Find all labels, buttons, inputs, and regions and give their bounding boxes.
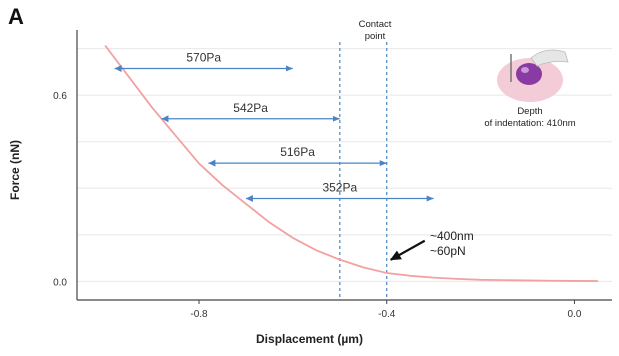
stiffness-arrow-label: 516Pa xyxy=(280,145,315,159)
contact-point-label-line2: point xyxy=(364,31,386,42)
contact-point-lines xyxy=(339,42,388,300)
annotation-label: ~400nm ~60pN xyxy=(430,229,474,259)
cell-nucleus xyxy=(516,63,542,85)
stiffness-arrow-label: 570Pa xyxy=(186,50,221,64)
stiffness-arrow-label: 352Pa xyxy=(322,181,357,195)
y-axis-label: Force (nN) xyxy=(8,140,22,200)
stiffness-arrow-tail xyxy=(161,115,169,123)
afm-probe-icon xyxy=(530,49,569,67)
depth-of-indentation-label: Depth of indentation: 410nm xyxy=(470,106,590,130)
stiffness-arrow-tail xyxy=(245,195,253,203)
x-tick-label: 0.0 xyxy=(568,309,582,320)
depth-label-line1: Depth xyxy=(517,106,543,117)
stiffness-arrow-label: 542Pa xyxy=(233,101,268,115)
contact-point-label: Contact point xyxy=(336,19,414,43)
nucleus-highlight xyxy=(521,67,529,73)
depth-label-line2: of indentation: 410nm xyxy=(484,118,576,129)
annotation-arrow xyxy=(389,239,426,261)
x-tick-label: -0.4 xyxy=(378,309,396,320)
contact-point-label-line1: Contact xyxy=(358,19,392,30)
annotation-line2: ~60pN xyxy=(430,244,466,258)
x-tick-label: -0.8 xyxy=(190,309,208,320)
axes: -0.8 -0.4 0.0 0.0 0.6 xyxy=(53,30,612,320)
series xyxy=(104,44,598,282)
panel-label: A xyxy=(8,4,24,29)
stiffness-arrow-tail xyxy=(114,64,122,72)
grid xyxy=(77,48,612,282)
x-axis-label: Displacement (µm) xyxy=(256,332,363,346)
y-tick-label: 0.0 xyxy=(53,277,67,288)
stiffness-arrows: 570Pa 542Pa 516Pa 352Pa xyxy=(114,50,434,203)
stiffness-arrow-tail xyxy=(208,159,216,167)
y-tick-label: 0.6 xyxy=(53,91,67,102)
force-curve-line xyxy=(104,44,598,282)
annotation-line1: ~400nm xyxy=(430,229,474,243)
annotation xyxy=(389,239,426,261)
cell-illustration xyxy=(497,49,569,102)
